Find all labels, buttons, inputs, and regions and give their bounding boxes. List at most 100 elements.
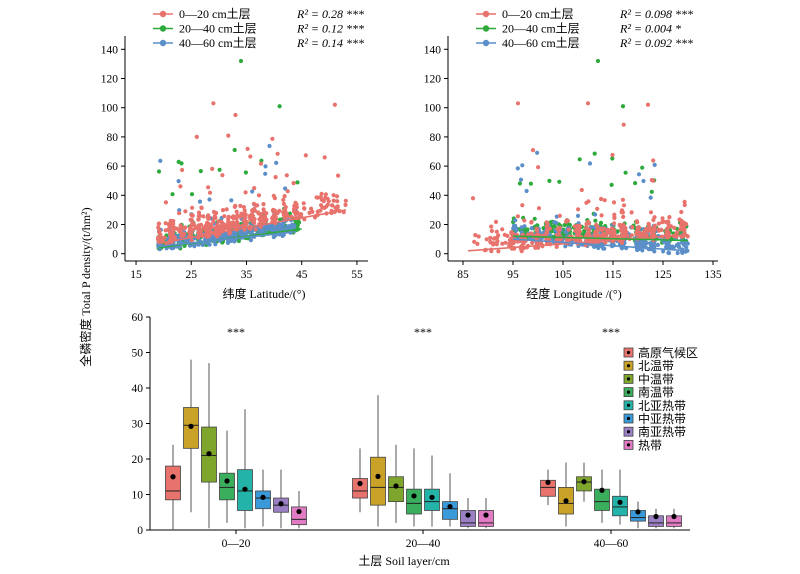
scatter-outlier-point — [470, 196, 476, 201]
scatter-point-1 — [677, 217, 682, 222]
scatter-point-1 — [621, 203, 627, 208]
scatter-point-3 — [260, 229, 265, 234]
scatter-point-1 — [207, 190, 213, 195]
scatter-point-1 — [167, 225, 172, 230]
scatter-point-1 — [197, 213, 202, 218]
x-tick-label: 25 — [186, 269, 198, 281]
scatter-point-1 — [319, 191, 324, 196]
y-tick-label: 80 — [430, 132, 442, 144]
legend-marker-3 — [159, 39, 167, 47]
scatter-point-1 — [576, 225, 581, 230]
scatter-point-1 — [250, 209, 255, 214]
scatter-point-1 — [226, 216, 231, 221]
scatter-point-1 — [619, 227, 624, 232]
legend-swatch-dot — [626, 364, 631, 368]
longitude-legend: 0—20 cm土层 R² = 0.098 *** 20—40 cm土层 R² = 0.… — [476, 7, 693, 50]
scatter-point-1 — [475, 241, 480, 246]
scatter-point-1 — [261, 202, 266, 207]
scatter-point-1 — [201, 214, 206, 219]
legend-series-name: 40—60 cm土层 — [179, 36, 257, 50]
longitude-x-axis-label: 经度 Longitude /(°) — [526, 286, 621, 301]
scatter-point-1 — [494, 229, 499, 234]
box-mean-point — [375, 473, 381, 479]
scatter-point-1 — [629, 233, 634, 238]
scatter-point-1 — [234, 216, 239, 221]
scatter-point-2 — [156, 169, 162, 174]
scatter-point-1 — [488, 235, 493, 240]
legend-group-name: 北温带 — [638, 359, 674, 373]
x-tick-label: 0—20 — [222, 538, 251, 550]
scatter-point-1 — [610, 152, 615, 158]
y-tick-label: 0 — [137, 525, 143, 537]
trend-line-3 — [158, 231, 297, 248]
scatter-point-1 — [256, 193, 262, 198]
scatter-point-1 — [544, 231, 549, 236]
scatter-point-1 — [601, 231, 606, 236]
scatter-point-1 — [507, 238, 512, 243]
y-tick-label: 30 — [132, 419, 144, 431]
x-tick-label: 45 — [296, 269, 308, 281]
scatter-point-1 — [253, 227, 258, 232]
scatter-point-1 — [491, 241, 496, 246]
legend-group-name: 中亚热带 — [638, 411, 686, 426]
scatter-point-1 — [636, 226, 641, 231]
scatter-point-1 — [335, 199, 340, 204]
scatter-point-1 — [273, 175, 278, 180]
scatter-point-1 — [500, 227, 505, 232]
scatter-point-1 — [183, 209, 188, 214]
scatter-point-1 — [244, 220, 249, 225]
scatter-point-3 — [229, 198, 234, 203]
scatter-point-3 — [593, 212, 598, 217]
scatter-point-1 — [261, 207, 266, 212]
scatter-point-1 — [212, 216, 217, 221]
scatter-point-1 — [215, 222, 220, 228]
legend-r2: R² = 0.14 *** — [296, 36, 364, 50]
scatter-point-2 — [232, 147, 237, 153]
scatter-point-1 — [634, 232, 639, 237]
scatter-point-1 — [216, 219, 221, 224]
scatter-point-1 — [222, 222, 227, 227]
scatter-point-1 — [536, 206, 542, 211]
scatter-point-3 — [666, 245, 672, 250]
significance-label: *** — [414, 325, 432, 339]
scatter-point-1 — [599, 213, 604, 218]
scatter-point-1 — [275, 211, 280, 216]
scatter-point-1 — [605, 230, 610, 235]
scatter-point-3 — [286, 225, 291, 230]
significance-label: *** — [602, 325, 620, 339]
x-tick-label: 135 — [704, 269, 722, 281]
scatter-point-1 — [557, 225, 562, 230]
trend-line-1 — [157, 209, 347, 245]
scatter-point-1 — [576, 233, 582, 238]
scatter-point-1 — [584, 200, 589, 205]
y-tick-label: 50 — [132, 348, 144, 360]
latitude-scatter-points — [156, 58, 348, 252]
scatter-point-1 — [188, 231, 194, 236]
scatter-point-1 — [610, 226, 615, 231]
scatter-point-1 — [163, 200, 168, 205]
legend-swatch-dot — [626, 443, 631, 447]
y-tick-label: 0 — [112, 249, 118, 261]
box-mean-point — [393, 483, 399, 489]
y-tick-label: 120 — [424, 74, 442, 86]
scatter-point-1 — [178, 184, 183, 189]
scatter-point-3 — [280, 222, 286, 227]
scatter-point-3 — [158, 158, 163, 163]
scatter-point-1 — [529, 231, 534, 236]
scatter-point-1 — [226, 133, 231, 138]
latitude-x-axis-label: 纬度 Latitude/(°) — [222, 286, 305, 301]
scatter-point-1 — [616, 234, 621, 239]
scatter-point-1 — [646, 224, 652, 229]
scatter-point-2 — [598, 220, 604, 225]
scatter-point-1 — [196, 210, 202, 215]
longitude-scatter-panel: 85 95 105 115 125 135 0 20 40 60 80 100 120 140 0—20 … — [424, 7, 722, 301]
scatter-point-1 — [660, 220, 665, 225]
legend-swatch-dot — [626, 377, 631, 381]
scatter-point-1 — [250, 219, 255, 224]
scatter-point-1 — [196, 217, 201, 222]
scatter-point-1 — [493, 219, 499, 224]
scatter-point-3 — [587, 161, 593, 166]
legend-marker-2 — [159, 25, 167, 32]
scatter-point-3 — [680, 240, 685, 245]
